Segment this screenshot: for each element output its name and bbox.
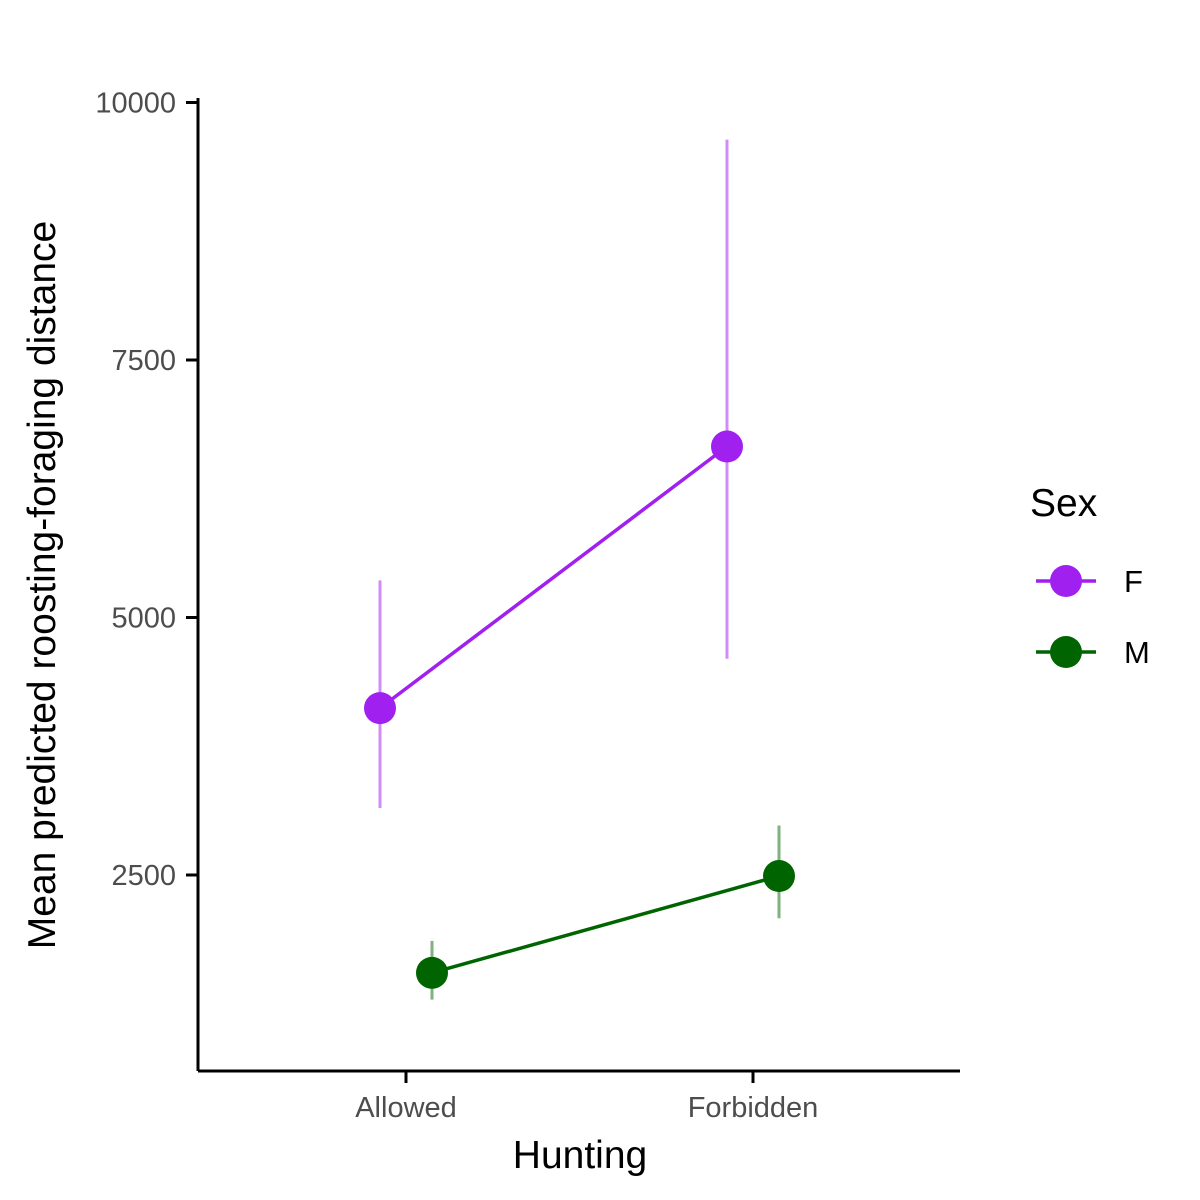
x-tick-label: Forbidden <box>688 1092 819 1124</box>
legend-key-point <box>1050 636 1082 668</box>
point-F-forbidden <box>711 430 743 463</box>
y-axis-title: Mean predicted roosting-foraging distanc… <box>21 221 64 949</box>
legend-item-M: M <box>1036 635 1150 670</box>
point-F-allowed <box>364 692 396 725</box>
series-lines <box>378 445 780 975</box>
series-line-M <box>431 874 780 975</box>
x-axis-title: Hunting <box>513 1134 647 1177</box>
y-tick-label: 5000 <box>111 603 176 635</box>
legend-key-point <box>1050 565 1082 597</box>
point-M-forbidden <box>763 860 795 893</box>
legend-item-F: F <box>1036 564 1143 599</box>
y-axis-ticks: 2500 5000 7500 10000 <box>95 88 198 892</box>
y-tick-label: 10000 <box>95 88 176 120</box>
y-tick-label: 7500 <box>111 345 176 377</box>
x-tick-label: Allowed <box>355 1092 457 1124</box>
y-tick-label: 2500 <box>111 860 176 892</box>
legend: Sex F M <box>1030 482 1150 670</box>
point-M-allowed <box>416 956 448 989</box>
legend-label: M <box>1124 635 1150 670</box>
legend-title: Sex <box>1030 482 1098 525</box>
series-line-F <box>378 445 729 710</box>
x-axis-ticks: Allowed Forbidden <box>355 1071 818 1124</box>
legend-label: F <box>1124 564 1143 599</box>
error-bars <box>378 139 781 1000</box>
data-points <box>364 430 795 989</box>
